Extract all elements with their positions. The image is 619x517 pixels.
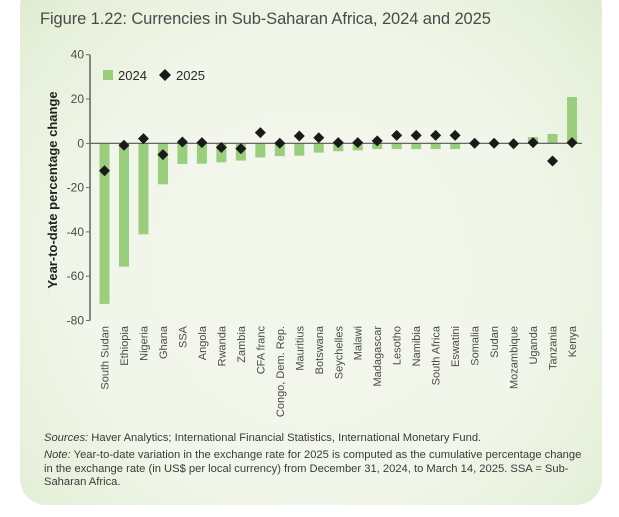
x-tick-label: Tanzania <box>548 325 560 370</box>
x-tick-label: Somalia <box>470 325 482 366</box>
sources-label: Sources: <box>44 432 89 444</box>
bar-2024 <box>99 143 110 304</box>
marker-2025 <box>293 130 305 142</box>
legend-marker-2025 <box>159 69 171 81</box>
y-axis: 40 20 0 -20 -40 -60 -80 <box>67 48 91 328</box>
note-label: Note: <box>44 449 71 462</box>
x-tick-label: Botswana <box>314 325 326 374</box>
x-tick-label: CFA franc <box>255 326 267 375</box>
bar-2024 <box>430 143 441 150</box>
x-tick-label: Angola <box>197 325 209 360</box>
x-tick-label: Rwanda <box>216 325 228 366</box>
bar-2024 <box>450 143 461 150</box>
x-tick-label: Ghana <box>158 325 170 359</box>
marker-2025 <box>274 137 286 149</box>
figure-notes: Sources: Haver Analytics; International … <box>44 432 584 494</box>
legend: 2024 2025 <box>103 68 205 83</box>
x-tick-label: Uganda <box>528 325 540 364</box>
y-tick-label: 20 <box>71 92 85 106</box>
x-tick-label: Sudan <box>489 326 501 358</box>
x-tick-label: Zambia <box>236 325 248 363</box>
x-tick-label: Lesotho <box>392 326 404 365</box>
x-tick-label: South Africa <box>431 325 443 385</box>
bar-2024 <box>177 143 188 164</box>
y-tick-label: -80 <box>67 314 85 328</box>
x-tick-label: Madagascar <box>372 326 384 387</box>
marker-2025 <box>469 137 481 149</box>
x-axis-labels: South Sudan Ethiopia Nigeria Ghana SSA Angola… <box>100 325 580 417</box>
marker-2025 <box>118 139 130 151</box>
bar-2024 <box>274 143 285 157</box>
legend-label-2025: 2025 <box>176 68 205 83</box>
figure-panel <box>20 0 602 505</box>
marker-2025 <box>391 129 403 141</box>
marker-2025 <box>488 137 500 149</box>
x-tick-label: SSA <box>177 325 189 348</box>
bars-2024 <box>99 97 578 304</box>
marker-2025 <box>215 142 227 154</box>
sources-text: Haver Analytics; International Financial… <box>88 432 482 444</box>
y-tick-label: 0 <box>77 136 84 150</box>
marker-2025 <box>235 143 247 155</box>
marker-2025 <box>547 155 559 167</box>
marker-2025 <box>157 149 169 161</box>
marker-2025 <box>410 129 422 141</box>
x-tick-label: Congo, Dem. Rep. <box>275 326 287 417</box>
bar-2024 <box>547 133 558 144</box>
marker-2025 <box>352 137 364 149</box>
x-tick-label: Malawi <box>353 326 365 360</box>
bar-2024 <box>118 143 129 267</box>
y-tick-label: -60 <box>67 269 85 283</box>
legend-swatch-2024 <box>103 70 113 80</box>
y-axis-label: Year-to-date percentage change <box>45 91 60 288</box>
marker-2025 <box>196 137 208 149</box>
marker-2025 <box>527 137 539 149</box>
marker-2025 <box>176 136 188 148</box>
bar-2024 <box>411 143 422 150</box>
bar-2024 <box>391 143 402 150</box>
marker-2025 <box>371 135 383 147</box>
bar-2024 <box>138 143 149 235</box>
legend-label-2024: 2024 <box>118 68 147 83</box>
x-tick-label: South Sudan <box>100 326 112 390</box>
marker-2025 <box>430 129 442 141</box>
note-text: Year-to-date variation in the exchange r… <box>44 449 582 489</box>
marker-2025 <box>313 132 325 144</box>
y-tick-label: -40 <box>67 225 85 239</box>
y-tick-label: 40 <box>71 48 85 62</box>
markers-2025 <box>99 127 578 177</box>
x-tick-label: Eswatini <box>450 326 462 367</box>
marker-2025 <box>508 138 520 150</box>
marker-2025 <box>99 165 110 177</box>
marker-2025 <box>449 129 461 141</box>
x-tick-label: Kenya <box>567 325 579 357</box>
bar-2024 <box>294 143 305 156</box>
x-tick-label: Mozambique <box>509 326 521 389</box>
marker-2025 <box>332 137 344 149</box>
x-tick-label: Mauritius <box>294 326 306 371</box>
marker-2025 <box>566 137 578 149</box>
bar-2024 <box>196 143 207 164</box>
bar-2024 <box>255 143 266 158</box>
bar-2024 <box>313 143 324 153</box>
sources-line: Sources: Haver Analytics; International … <box>44 432 584 445</box>
x-tick-label: Seychelles <box>333 326 345 380</box>
y-tick-label: -20 <box>67 181 85 195</box>
marker-2025 <box>254 127 266 139</box>
figure-title: Figure 1.22: Currencies in Sub-Saharan A… <box>40 10 491 28</box>
marker-2025 <box>137 133 149 145</box>
note-line: Note: Year-to-date variation in the exch… <box>44 449 584 489</box>
x-tick-label: Ethiopia <box>119 325 131 366</box>
x-tick-label: Namibia <box>411 325 423 366</box>
bar-2024 <box>157 143 168 185</box>
bar-2024 <box>567 97 578 144</box>
x-tick-label: Nigeria <box>138 325 150 361</box>
